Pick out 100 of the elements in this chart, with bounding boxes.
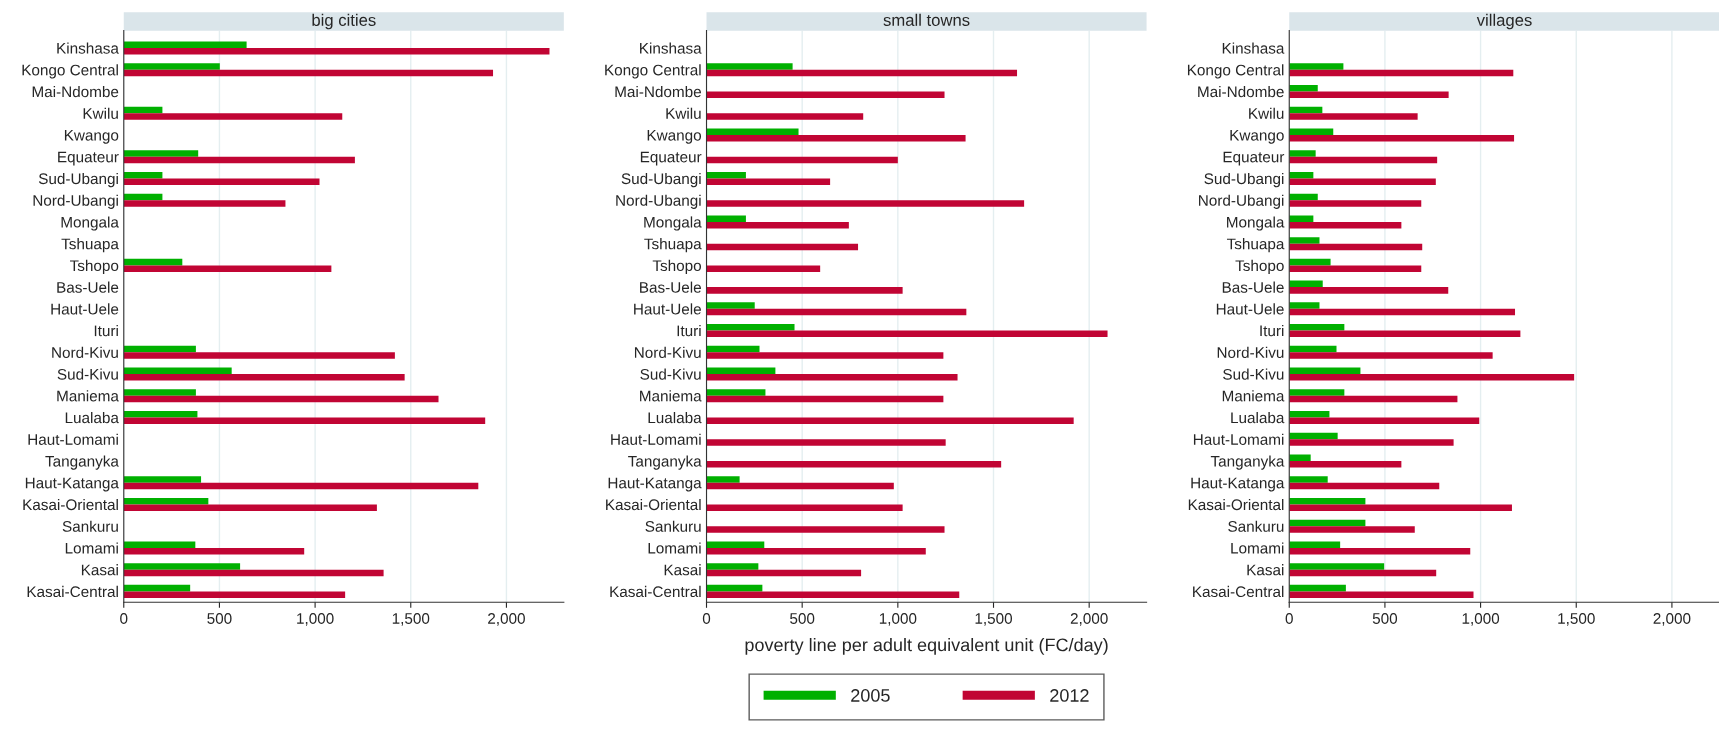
- bar: [1289, 563, 1385, 570]
- bar: [706, 324, 795, 331]
- x-tick-label: 0: [702, 613, 711, 624]
- y-tick-label: Nord-Ubangi: [616, 194, 701, 209]
- bar: [123, 389, 196, 396]
- y-tick-label: Ituri: [1260, 325, 1284, 337]
- y-tick-label: Kasai-Oriental: [23, 498, 118, 511]
- chart-title: big cities: [312, 13, 376, 30]
- bar: [123, 476, 202, 483]
- y-tick-label: Tshuapa: [61, 238, 119, 253]
- y-tick-label: Kongo Central: [605, 64, 701, 79]
- bar: [1289, 63, 1344, 70]
- y-tick-label: Mongala: [1227, 216, 1285, 231]
- bar: [1289, 69, 1514, 77]
- bar: [706, 302, 755, 309]
- y-tick-label: Haut-Uele: [51, 303, 119, 315]
- x-tick-label: 1,000: [879, 613, 917, 626]
- x-tick-label: 0: [120, 613, 128, 624]
- bar: [706, 200, 1025, 207]
- bar: [1289, 221, 1402, 229]
- y-tick-label: Kasai-Central: [27, 585, 118, 598]
- x-tick-label: 1,000: [297, 613, 334, 626]
- y-tick-label: Nord-Ubangi: [1199, 194, 1284, 209]
- bar: [706, 541, 765, 548]
- bar: [1289, 345, 1337, 353]
- bar: [706, 330, 1108, 338]
- y-tick-label: Haut-Uele: [634, 303, 701, 315]
- bar: [123, 374, 405, 381]
- y-tick-label: Kwilu: [1249, 107, 1284, 119]
- bar: [706, 367, 776, 375]
- bar: [706, 563, 759, 570]
- y-tick-label: Kongo Central: [1187, 64, 1284, 79]
- bar: [1289, 591, 1474, 598]
- bar: [123, 563, 241, 570]
- y-tick-label: Mongala: [644, 216, 702, 231]
- bar: [706, 221, 849, 229]
- bar: [706, 482, 894, 490]
- bar: [123, 265, 332, 272]
- bar: [706, 504, 903, 511]
- y-tick-label: Sud-Ubangi: [621, 172, 701, 188]
- chart-title: small towns: [883, 13, 970, 26]
- x-tick-label: 1,000: [1462, 613, 1500, 626]
- x-tick-label: 1,500: [392, 613, 430, 626]
- bar: [706, 156, 898, 164]
- x-tick-label: 1,500: [1558, 613, 1595, 626]
- bar: [706, 178, 831, 185]
- bar: [1289, 497, 1366, 505]
- y-tick-label: Bas-Uele: [640, 281, 701, 293]
- y-tick-label: Haut-Lomami: [1193, 433, 1284, 445]
- bar: [1289, 411, 1330, 418]
- y-tick-label: Sud-Kivu: [1223, 368, 1284, 380]
- y-tick-label: Lomami: [648, 542, 701, 554]
- y-tick-label: Sud-Kivu: [57, 368, 118, 380]
- bar: [1289, 476, 1328, 483]
- y-tick-label: Kasai-Central: [610, 585, 701, 598]
- bar: [123, 106, 163, 114]
- y-tick-label: Equateur: [1223, 151, 1285, 166]
- bar: [1289, 395, 1458, 403]
- bar: [1289, 265, 1422, 272]
- bar: [1289, 526, 1415, 533]
- bar: [1289, 432, 1338, 440]
- bar: [123, 569, 384, 577]
- bar: [1289, 330, 1521, 338]
- bar: [706, 439, 946, 446]
- legend-label: 2005: [851, 689, 890, 702]
- bar: [123, 156, 355, 164]
- y-tick-label: Kongo Central: [22, 64, 118, 79]
- bar: [1289, 134, 1515, 142]
- y-tick-label: Haut-Lomami: [611, 433, 701, 445]
- bar: [1289, 439, 1454, 446]
- bar: [1289, 200, 1422, 207]
- bar: [123, 193, 163, 201]
- bar: [123, 69, 494, 77]
- legend-label: 2012: [1050, 689, 1089, 702]
- bar: [706, 345, 760, 353]
- bar: [706, 526, 945, 533]
- y-tick-label: Ituri: [94, 325, 118, 337]
- bar: [1289, 178, 1436, 185]
- bar: [1289, 374, 1575, 381]
- bar: [123, 352, 395, 359]
- bar: [706, 243, 859, 251]
- y-tick-label: Tanganyka: [1210, 455, 1285, 470]
- y-tick-label: Lualaba: [648, 411, 702, 424]
- y-tick-label: Kasai: [664, 564, 701, 576]
- bar: [123, 171, 163, 179]
- y-tick-label: Haut-Lomami: [28, 433, 118, 445]
- y-tick-label: Kasai: [81, 564, 118, 576]
- y-tick-label: Tanganyka: [628, 455, 702, 470]
- y-tick-label: Kwango: [647, 130, 702, 144]
- bar: [706, 308, 967, 316]
- x-tick-label: 500: [207, 613, 232, 624]
- y-tick-label: Ituri: [677, 325, 701, 337]
- bar: [1289, 193, 1318, 201]
- y-tick-label: Tshopo: [652, 259, 702, 275]
- bar: [123, 584, 191, 592]
- y-tick-label: Bas-Uele: [57, 281, 119, 293]
- y-tick-label: Kasai: [1247, 564, 1284, 576]
- y-tick-label: Nord-Kivu: [1217, 346, 1284, 358]
- y-tick-label: Kwango: [64, 130, 119, 144]
- x-tick-label: 2,000: [1653, 613, 1691, 626]
